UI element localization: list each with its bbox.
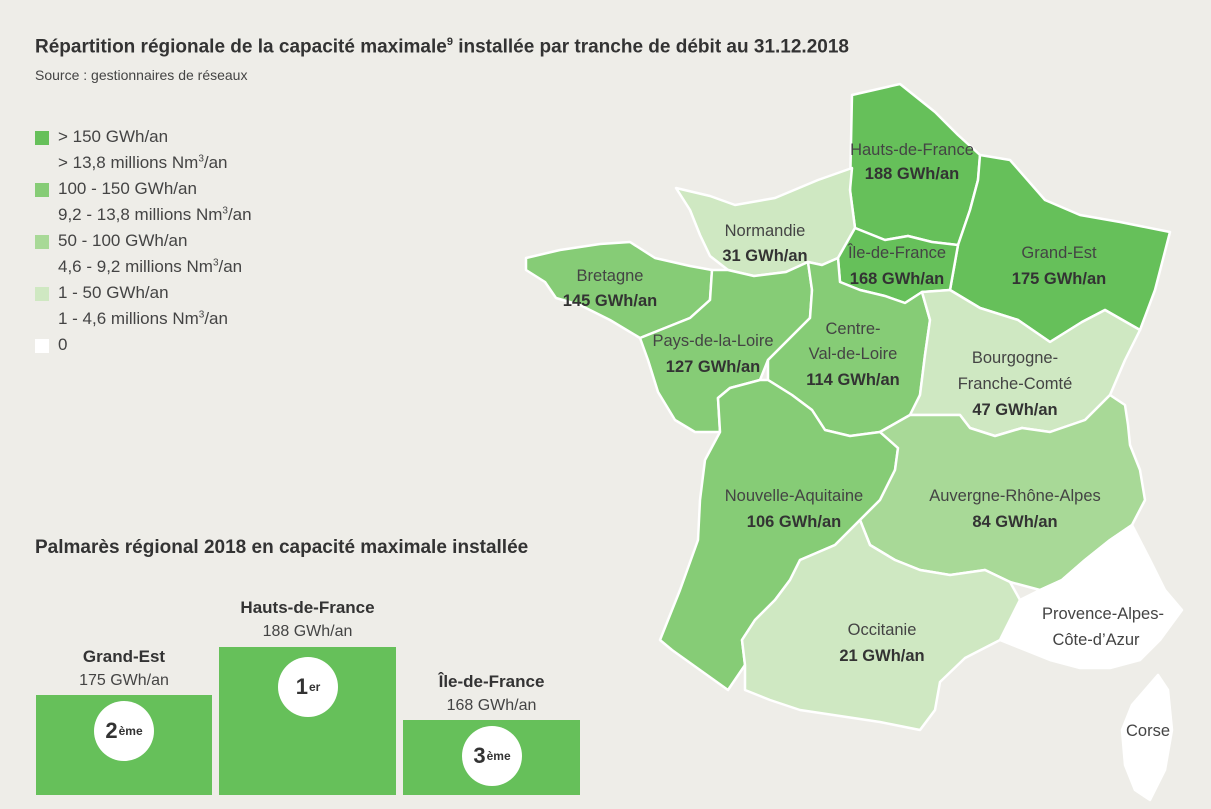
label-normandie-name: Normandie [725,222,806,240]
legend-sublabel: > 13,8 millions Nm3/an [58,153,228,172]
label-auvergne-rhone-alpes-name: Auvergne-Rhône-Alpes [929,487,1101,505]
region-corse [1120,673,1174,802]
label-bourgogne-franche-comte-name-2: Franche-Comté [958,375,1073,393]
legend-swatch [35,287,49,301]
label-centre-val-de-loire-name-2: Val-de-Loire [809,345,898,363]
legend-label: > 150 GWh/an [58,127,169,146]
label-ile-de-france-name: Île-de-France [847,243,946,262]
podium-third-name: Île-de-France [438,672,545,691]
podium-first-value: 188 GWh/an [262,623,353,640]
label-ile-de-france-value: 168 GWh/an [850,270,944,288]
label-occitanie-value: 21 GWh/an [839,647,924,665]
podium-third-block: 3 ème [403,720,580,795]
legend-swatch [35,235,49,249]
legend-swatch [35,183,49,197]
source-note: Source : gestionnaires de réseaux [35,67,248,83]
legend-label: 100 - 150 GWh/an [58,179,197,198]
label-hauts-de-france-name: Hauts-de-France [850,141,974,159]
podium-third-value: 168 GWh/an [446,697,537,714]
podium-second-name: Grand-Est [82,647,166,666]
label-auvergne-rhone-alpes-value: 84 GWh/an [972,513,1057,531]
label-paca-name-1: Provence-Alpes- [1042,605,1164,623]
label-corse-name: Corse [1126,722,1170,740]
label-grand-est-name: Grand-Est [1021,244,1097,262]
legend-label: 50 - 100 GWh/an [58,231,188,250]
palmares-title: Palmarès régional 2018 en capacité maxim… [35,537,529,558]
legend-swatch [35,339,49,353]
label-occitanie-name: Occitanie [848,621,917,639]
label-bourgogne-franche-comte-name-1: Bourgogne- [972,349,1058,367]
legend-sublabel: 1 - 4,6 millions Nm3/an [58,309,228,328]
label-bourgogne-franche-comte-value: 47 GWh/an [972,401,1057,419]
legend-sublabel: 4,6 - 9,2 millions Nm3/an [58,257,243,276]
label-normandie-value: 31 GWh/an [722,247,807,265]
label-grand-est-value: 175 GWh/an [1012,270,1106,288]
legend-label: 0 [58,335,68,354]
chart-title: Répartition régionale de la capacité max… [35,36,849,58]
label-nouvelle-aquitaine-value: 106 GWh/an [747,513,841,531]
label-centre-val-de-loire-name-1: Centre- [825,320,880,338]
label-pays-de-la-loire-value: 127 GWh/an [666,358,760,376]
legend-sublabel: 9,2 - 13,8 millions Nm3/an [58,205,252,224]
rank-badge-second: 2 ème [94,701,154,761]
podium-second-value: 175 GWh/an [79,672,169,689]
label-hauts-de-france-value: 188 GWh/an [865,165,959,183]
label-bretagne-value: 145 GWh/an [563,292,657,310]
label-bretagne-name: Bretagne [577,267,644,285]
region-paca [998,523,1184,670]
podium-first-block: 1 er [219,647,396,795]
legend-label: 1 - 50 GWh/an [58,283,169,302]
label-nouvelle-aquitaine-name: Nouvelle-Aquitaine [725,487,864,505]
label-centre-val-de-loire-value: 114 GWh/an [806,371,900,389]
podium-first-name: Hauts-de-France [240,598,375,617]
label-paca-name-2: Côte-d’Azur [1052,631,1140,649]
rank-badge-first: 1 er [278,657,338,717]
podium-second-block: 2 ème [36,695,212,795]
label-pays-de-la-loire-name: Pays-de-la-Loire [652,332,773,350]
rank-badge-third: 3 ème [462,726,522,786]
legend-swatch [35,131,49,145]
